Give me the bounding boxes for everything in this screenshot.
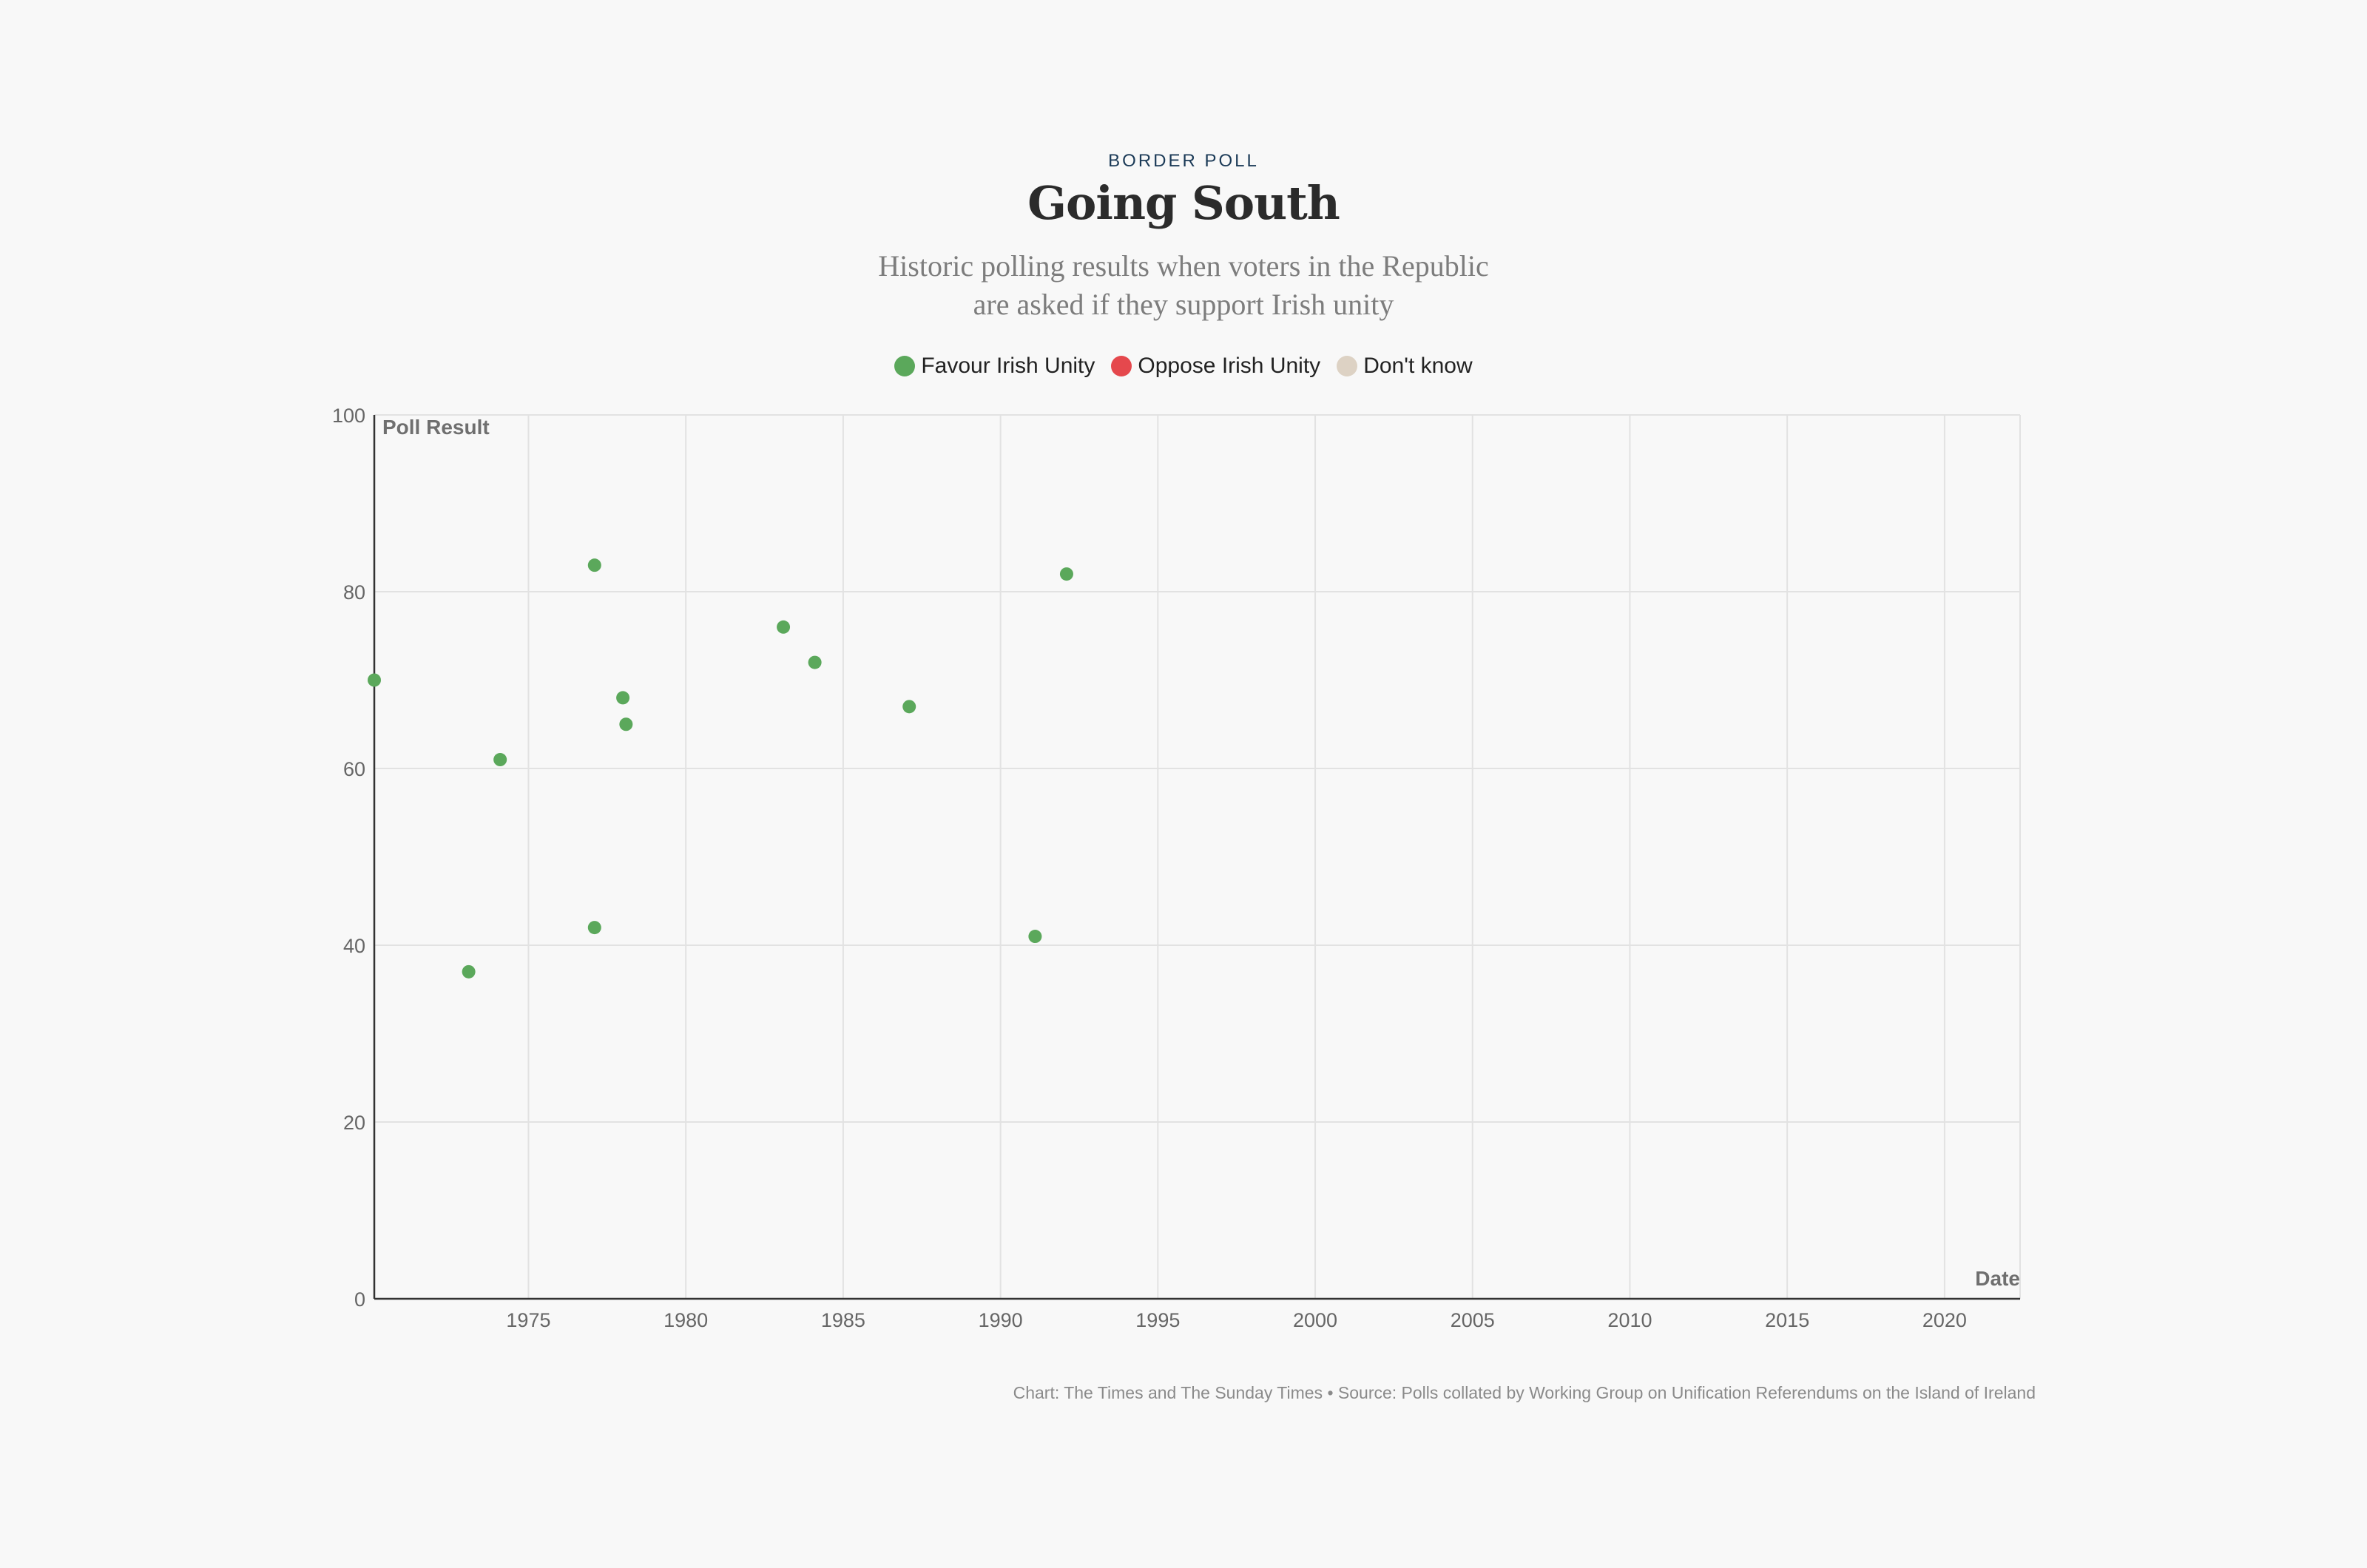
y-tick-label: 100 [332, 405, 365, 427]
y-axis-label: Poll Result [382, 416, 490, 439]
data-point [587, 558, 601, 572]
data-point [462, 964, 476, 979]
data-point [619, 717, 633, 731]
x-tick-label: 1990 [979, 1309, 1023, 1331]
data-point [616, 691, 630, 705]
data-point [493, 753, 507, 767]
y-tick-label: 60 [343, 758, 365, 780]
legend-swatch-dont-know [1337, 356, 1358, 376]
x-tick-label: 1980 [663, 1309, 708, 1331]
chart-subtitle: Historic polling results when voters in … [0, 247, 2367, 324]
tick-labels: 0 20 40 60 80 100 1975 1980 1985 1990 1995 2000 2005… [332, 405, 1967, 1331]
legend-label-favour: Favour Irish Unity [921, 354, 1095, 378]
legend-label-dont-know: Don't know [1363, 354, 1473, 378]
legend-label-oppose: Oppose Irish Unity [1138, 354, 1321, 378]
data-point [1028, 930, 1042, 944]
x-tick-label: 2005 [1451, 1309, 1495, 1331]
data-point [808, 655, 822, 669]
data-point [777, 620, 791, 634]
y-tick-label: 20 [343, 1112, 365, 1134]
source-credit: Chart: The Times and The Sunday Times • … [1013, 1383, 2036, 1402]
legend-item-oppose: Oppose Irish Unity [1111, 354, 1320, 379]
x-axis-label: Date [1975, 1267, 2020, 1290]
legend-swatch-favour [894, 356, 916, 376]
x-tick-label: 1975 [506, 1309, 550, 1331]
y-tick-label: 80 [343, 581, 365, 604]
x-tick-label: 2000 [1293, 1309, 1337, 1331]
legend-item-favour: Favour Irish Unity [894, 354, 1095, 379]
x-tick-label: 2015 [1765, 1309, 1809, 1331]
data-points [368, 558, 1073, 979]
chart-title: Going South [1027, 176, 1340, 230]
chart-kicker: BORDER POLL [1108, 151, 1259, 171]
chart-legend: Favour Irish Unity Oppose Irish Unity Do… [0, 354, 2367, 379]
legend-swatch-oppose [1111, 356, 1132, 376]
x-tick-label: 2020 [1922, 1309, 1967, 1331]
x-tick-label: 2010 [1607, 1309, 1652, 1331]
data-point [587, 921, 601, 935]
data-point [902, 700, 916, 714]
gridlines [374, 414, 2021, 1299]
subtitle-line-1: Historic polling results when voters in … [878, 249, 1489, 283]
y-tick-label: 40 [343, 935, 365, 957]
x-tick-label: 1995 [1135, 1309, 1180, 1331]
subtitle-line-2: are asked if they support Irish unity [973, 288, 1394, 321]
legend-item-dont-know: Don't know [1337, 354, 1473, 379]
data-point [1059, 567, 1073, 581]
axes [373, 415, 2020, 1300]
x-tick-label: 1985 [821, 1309, 865, 1331]
data-point [368, 673, 381, 687]
y-tick-label: 0 [354, 1288, 365, 1311]
